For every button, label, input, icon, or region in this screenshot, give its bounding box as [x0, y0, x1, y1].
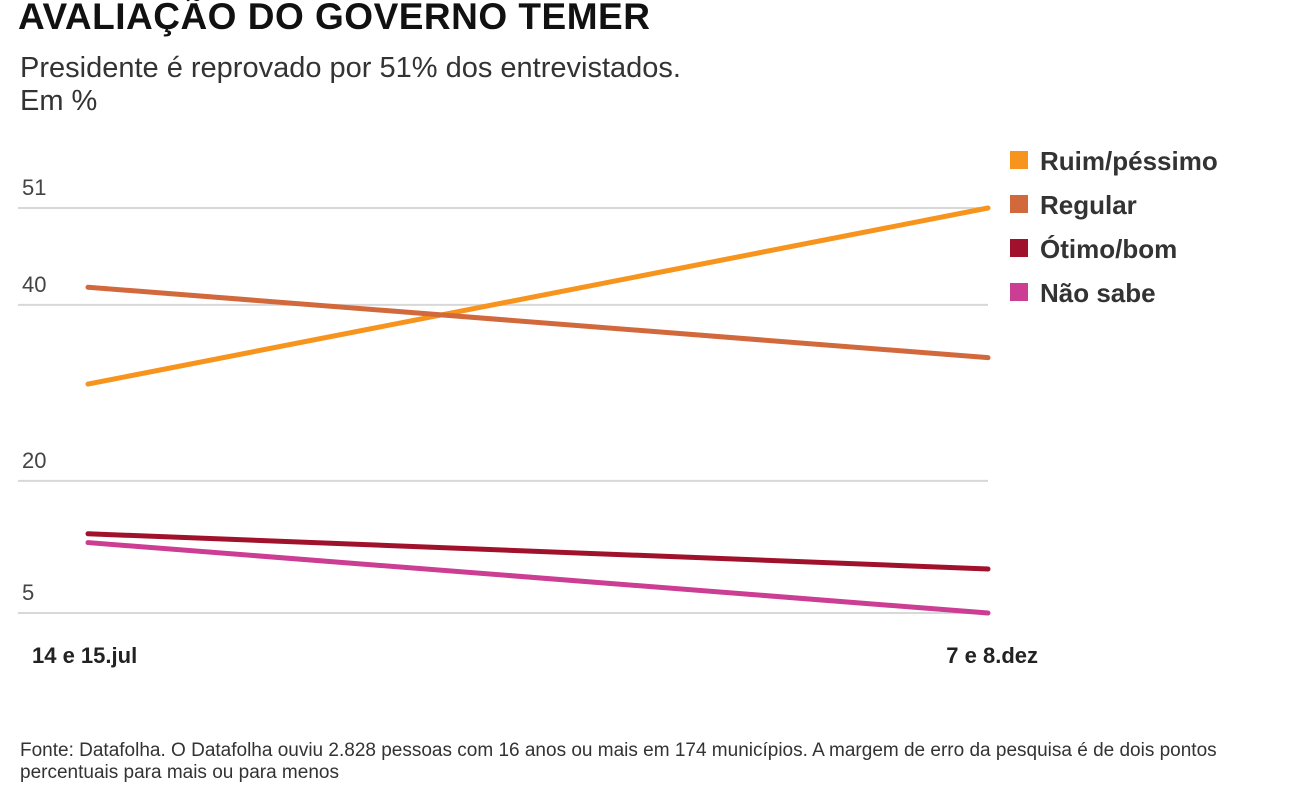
y-tick-label: 5 [22, 580, 34, 605]
series-line-2 [85, 531, 991, 572]
legend-swatch [1010, 151, 1028, 169]
series-line-1 [85, 284, 991, 361]
legend-label: Ótimo/bom [1040, 234, 1177, 264]
y-tick-label: 40 [22, 272, 46, 297]
chart-subtitle: Presidente é reprovado por 51% dos entre… [20, 52, 681, 118]
legend-label: Regular [1040, 190, 1137, 220]
series-line-3 [85, 540, 991, 616]
legend-label: Não sabe [1040, 278, 1156, 308]
y-tick-label: 20 [22, 448, 46, 473]
legend-label: Ruim/péssimo [1040, 146, 1218, 176]
series-line-0 [85, 205, 991, 387]
subtitle-text: Presidente é reprovado por 51% dos entre… [20, 52, 681, 84]
source-note: Fonte: Datafolha. O Datafolha ouviu 2.82… [20, 740, 1217, 783]
line-chart: 51 40 20 5 14 e 15.jul 7 e 8.dez Ruim/péssimo R… [18, 146, 1218, 668]
unit-label: Em % [20, 85, 98, 117]
legend-swatch [1010, 283, 1028, 301]
x-tick-label: 7 e 8.dez [946, 643, 1038, 668]
y-tick-label: 51 [22, 175, 46, 200]
chart-title: AVALIAÇÃO DO GOVERNO TEMER [18, 0, 651, 37]
legend-swatch [1010, 239, 1028, 257]
legend-swatch [1010, 195, 1028, 213]
x-tick-label: 14 e 15.jul [32, 643, 137, 668]
